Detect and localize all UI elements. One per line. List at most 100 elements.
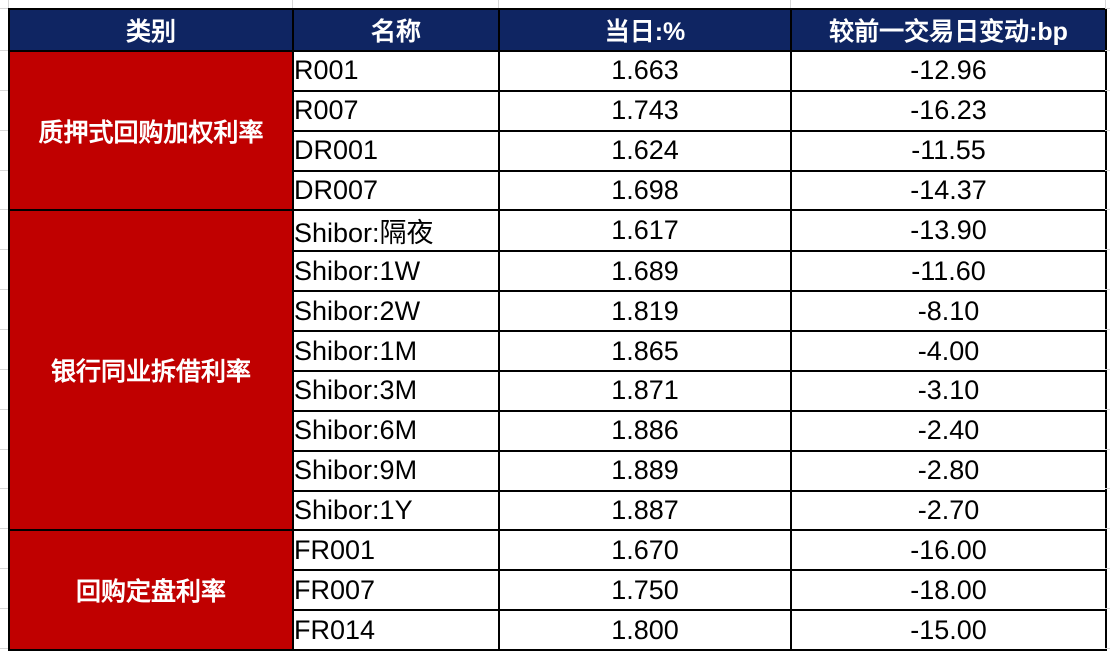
table-row: Shibor:6M 1.886 -2.40 — [9, 409, 1107, 452]
gridline-stub — [1105, 488, 1110, 490]
table-row: 回购定盘利率 FR001 1.670 -16.00 — [8, 529, 1107, 652]
table-header-row: 类别 名称 当日:% 较前一交易日变动:bp — [8, 8, 1107, 52]
table-row: Shibor:3M 1.871 -3.10 — [9, 370, 1107, 412]
gridline-stub — [1105, 169, 1110, 171]
change-value-cell: -13.90 — [790, 209, 1107, 253]
gridline-stub — [1105, 249, 1110, 251]
instrument-name-cell: R007 — [292, 89, 500, 132]
gridline-stub — [0, 8, 8, 9]
rate-value-cell: 1.887 — [498, 489, 792, 532]
rate-value-cell: 1.865 — [498, 330, 792, 373]
table-row: Shibor:1Y 1.887 -2.70 — [9, 489, 1107, 532]
gridline-stub — [1105, 0, 1106, 8]
column-header: 名称 — [292, 8, 500, 52]
gridline-stub — [1105, 8, 1110, 9]
category-cell: 回购定盘利率 — [8, 529, 294, 652]
change-value-cell: -11.60 — [790, 250, 1107, 293]
gridline-stub — [1105, 568, 1110, 570]
instrument-name-cell: FR014 — [292, 609, 500, 652]
gridline-stub — [1105, 329, 1110, 331]
gridline-stub — [0, 209, 8, 211]
rate-value-cell: 1.663 — [498, 50, 792, 92]
category-cell: 银行同业拆借利率 — [8, 209, 294, 532]
gridline-stub — [0, 608, 8, 610]
change-value-cell: -4.00 — [790, 330, 1107, 373]
category-cell: 质押式回购加权利率 — [8, 49, 294, 212]
rate-value-cell: 1.871 — [498, 370, 792, 412]
rate-value-cell: 1.889 — [498, 449, 792, 492]
rate-value-cell: 1.800 — [498, 609, 792, 652]
gridline-stub — [1105, 528, 1110, 530]
rate-value-cell: 1.624 — [498, 129, 792, 172]
gridline-stub — [0, 568, 8, 570]
change-value-cell: -11.55 — [790, 129, 1107, 172]
column-header: 类别 — [8, 8, 294, 52]
change-value-cell: -12.96 — [790, 50, 1107, 92]
instrument-name-cell: Shibor:9M — [292, 449, 500, 492]
gridline-stub — [1105, 89, 1110, 91]
change-value-cell: -15.00 — [790, 609, 1107, 652]
gridline-stub — [0, 50, 8, 51]
column-header: 较前一交易日变动:bp — [790, 8, 1107, 52]
rate-value-cell: 1.886 — [498, 409, 792, 452]
change-value-cell: -8.10 — [790, 290, 1107, 333]
gridline-stub — [0, 408, 8, 410]
change-value-cell: -2.80 — [790, 449, 1107, 492]
gridline-stub — [0, 647, 8, 649]
change-value-cell: -2.70 — [790, 489, 1107, 532]
gridline-stub — [0, 528, 8, 530]
change-value-cell: -16.23 — [790, 89, 1107, 132]
gridline-stub — [1105, 129, 1110, 131]
instrument-name-cell: FR007 — [292, 569, 500, 612]
instrument-name-cell: DR007 — [292, 169, 500, 212]
instrument-name-cell: Shibor:6M — [292, 409, 500, 452]
gridline-stub — [0, 329, 8, 331]
gridline-stub — [1105, 408, 1110, 410]
rate-value-cell: 1.819 — [498, 290, 792, 333]
gridline-stub — [1105, 608, 1110, 610]
rate-value-cell: 1.743 — [498, 89, 792, 132]
rate-value-cell: 1.698 — [498, 169, 792, 212]
instrument-name-cell: Shibor:2W — [292, 290, 500, 333]
rate-value-cell: 1.689 — [498, 250, 792, 293]
table-row: Shibor:1W 1.689 -11.60 — [9, 250, 1107, 293]
table-row: Shibor:2W 1.819 -8.10 — [9, 290, 1107, 333]
change-value-cell: -2.40 — [790, 409, 1107, 452]
gridline-stub — [0, 89, 8, 91]
gridline-stub — [0, 448, 8, 450]
instrument-name-cell: Shibor:1M — [292, 330, 500, 373]
rate-value-cell: 1.750 — [498, 569, 792, 612]
change-value-cell: -14.37 — [790, 169, 1107, 212]
rate-value-cell: 1.670 — [498, 529, 792, 572]
table-row: DR001 1.624 -11.55 — [9, 129, 1107, 172]
gridline-stub — [0, 488, 8, 490]
instrument-name-cell: R001 — [292, 50, 500, 92]
gridline-stub — [498, 0, 499, 8]
gridline-stub — [0, 169, 8, 171]
gridline-stub — [790, 0, 791, 8]
change-value-cell: -16.00 — [790, 529, 1107, 572]
change-value-cell: -3.10 — [790, 370, 1107, 412]
rates-table-body: 质押式回购加权利率 R001 1.663 -12.96 R007 1.743 -16.23 D… — [8, 49, 1107, 652]
table-row: 银行同业拆借利率 Shibor:隔夜 1.617 -13.90 — [8, 209, 1107, 532]
gridline-stub — [0, 129, 8, 131]
instrument-name-cell: FR001 — [292, 529, 500, 572]
gridline-stub — [0, 249, 8, 251]
gridline-stub — [0, 289, 8, 291]
gridline-stub — [1105, 209, 1110, 211]
gridline-stub — [292, 0, 293, 8]
table-row: R007 1.743 -16.23 — [9, 89, 1107, 132]
table-row: Shibor:1M 1.865 -4.00 — [9, 330, 1107, 373]
rate-value-cell: 1.617 — [498, 209, 792, 253]
gridline-stub — [1105, 50, 1110, 51]
table-row: FR014 1.800 -15.00 — [9, 609, 1107, 652]
gridline-stub — [1105, 368, 1110, 370]
gridline-stub — [1105, 289, 1110, 291]
table-row: Shibor:9M 1.889 -2.80 — [9, 449, 1107, 492]
gridline-stub — [0, 368, 8, 370]
instrument-name-cell: Shibor:3M — [292, 370, 500, 412]
instrument-name-cell: Shibor:1W — [292, 250, 500, 293]
change-value-cell: -18.00 — [790, 569, 1107, 612]
instrument-name-cell: Shibor:1Y — [292, 489, 500, 532]
